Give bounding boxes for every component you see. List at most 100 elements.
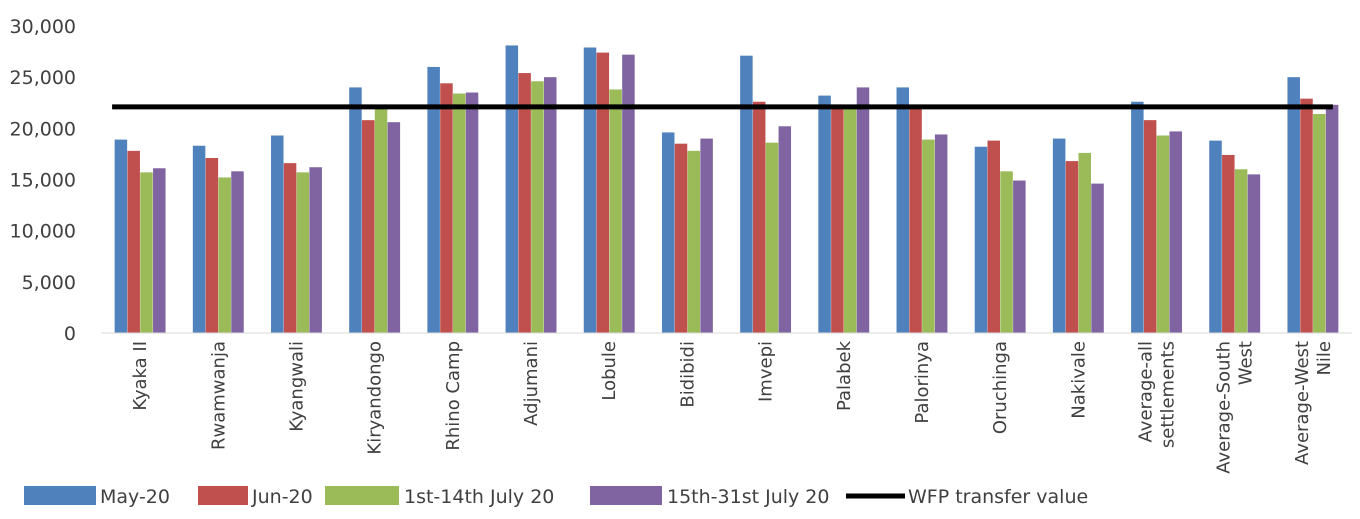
bar	[192, 145, 206, 333]
bar	[1091, 183, 1104, 333]
x-category-label: Palabek	[834, 340, 855, 411]
bar	[1325, 104, 1339, 334]
bar	[609, 89, 622, 334]
x-category-label: Oruchinga	[990, 341, 1011, 434]
x-category-label: Average-all	[1136, 341, 1157, 442]
bar	[440, 83, 453, 333]
y-tick-label: 10,000	[10, 221, 76, 243]
x-category-label: Imvepi	[756, 341, 777, 402]
bar	[1156, 135, 1170, 333]
x-axis: Kyaka II Rwamwanja Kyangwali Kiryandongo Rhi…	[101, 332, 1352, 474]
bar	[687, 150, 701, 333]
legend-swatch	[24, 486, 96, 505]
bar	[1287, 77, 1300, 334]
bar	[934, 134, 948, 333]
bar	[674, 143, 688, 333]
y-tick-label: 0	[64, 323, 76, 345]
bar	[596, 52, 610, 334]
legend-label: 1st-14th July 20	[404, 486, 554, 508]
x-category-label: Rhino Camp	[443, 341, 464, 451]
bar	[909, 107, 922, 333]
bar	[896, 87, 910, 334]
bar	[518, 73, 531, 333]
y-tick-label: 15,000	[10, 170, 76, 192]
bar	[1234, 169, 1248, 333]
bar	[349, 87, 362, 334]
legend: May-20 Jun-20 1st-14th July 20 15th-31st Ju…	[24, 486, 1088, 508]
bar	[700, 138, 713, 333]
x-category-label: Rwamwanja	[208, 341, 229, 450]
bar	[1143, 120, 1157, 333]
bar	[818, 95, 831, 333]
bar	[1313, 114, 1326, 333]
bar	[140, 172, 153, 333]
bar	[1013, 180, 1026, 333]
bar	[465, 92, 479, 334]
bar	[1222, 154, 1235, 333]
bar	[1300, 98, 1313, 333]
legend-swatch	[198, 486, 248, 505]
x-category-label: Average-South	[1214, 341, 1235, 474]
bar	[661, 132, 675, 333]
bar	[987, 140, 1001, 333]
x-category-label: Palorinya	[912, 341, 933, 424]
bar	[283, 163, 297, 333]
bar	[1000, 171, 1013, 333]
y-tick-label: 5,000	[22, 272, 76, 294]
bar	[752, 101, 766, 333]
bar	[622, 54, 635, 334]
bars-group	[114, 45, 1339, 334]
y-tick-label: 20,000	[10, 118, 76, 140]
bar	[974, 146, 988, 333]
bar	[1052, 138, 1066, 333]
bar	[127, 150, 140, 333]
bar	[296, 172, 310, 333]
bar	[856, 87, 870, 334]
bar	[114, 139, 128, 333]
bar	[583, 47, 597, 334]
x-category-label: Nile	[1314, 341, 1335, 376]
legend-label: Jun-20	[251, 486, 313, 508]
bar	[765, 142, 779, 333]
x-category-label: settlements	[1158, 341, 1179, 448]
bar	[362, 120, 375, 333]
x-category-label: Nakivale	[1068, 341, 1089, 419]
bar	[231, 171, 244, 333]
bar	[309, 167, 322, 333]
bar	[427, 66, 440, 333]
x-category-label: Kyaka II	[130, 341, 151, 411]
legend-swatch	[590, 486, 662, 505]
bar	[831, 106, 844, 334]
bar	[505, 45, 519, 334]
legend-label: WFP transfer value	[908, 486, 1088, 508]
x-category-label: Kiryandongo	[365, 341, 386, 455]
bar	[1247, 174, 1261, 333]
bar	[531, 81, 544, 333]
bar	[1078, 152, 1091, 333]
x-category-label: Kyangwali	[286, 341, 307, 432]
bar	[1131, 101, 1144, 333]
bar	[843, 106, 857, 334]
x-category-label: Adjumani	[521, 341, 542, 426]
bar	[1169, 131, 1182, 333]
bar	[452, 93, 466, 333]
legend-label: May-20	[100, 486, 170, 508]
legend-swatch	[325, 486, 399, 505]
x-category-label: Average-West	[1292, 341, 1313, 465]
x-category-label: Lobule	[599, 341, 620, 401]
bar	[778, 126, 792, 333]
legend-label: 15th-31st July 20	[667, 486, 829, 508]
bar	[543, 77, 557, 334]
bar	[271, 135, 284, 333]
x-category-label: West	[1236, 341, 1257, 385]
bar	[205, 158, 219, 333]
bar	[1065, 161, 1079, 333]
bar	[374, 107, 388, 333]
bar	[153, 168, 166, 333]
y-tick-label: 30,000	[10, 16, 76, 38]
bar	[1209, 140, 1222, 333]
bar	[218, 177, 231, 333]
x-category-label: Bidibidi	[677, 341, 698, 408]
y-axis: 0 5,000 10,000 15,000 20,000 25,000 30,000	[10, 16, 76, 345]
